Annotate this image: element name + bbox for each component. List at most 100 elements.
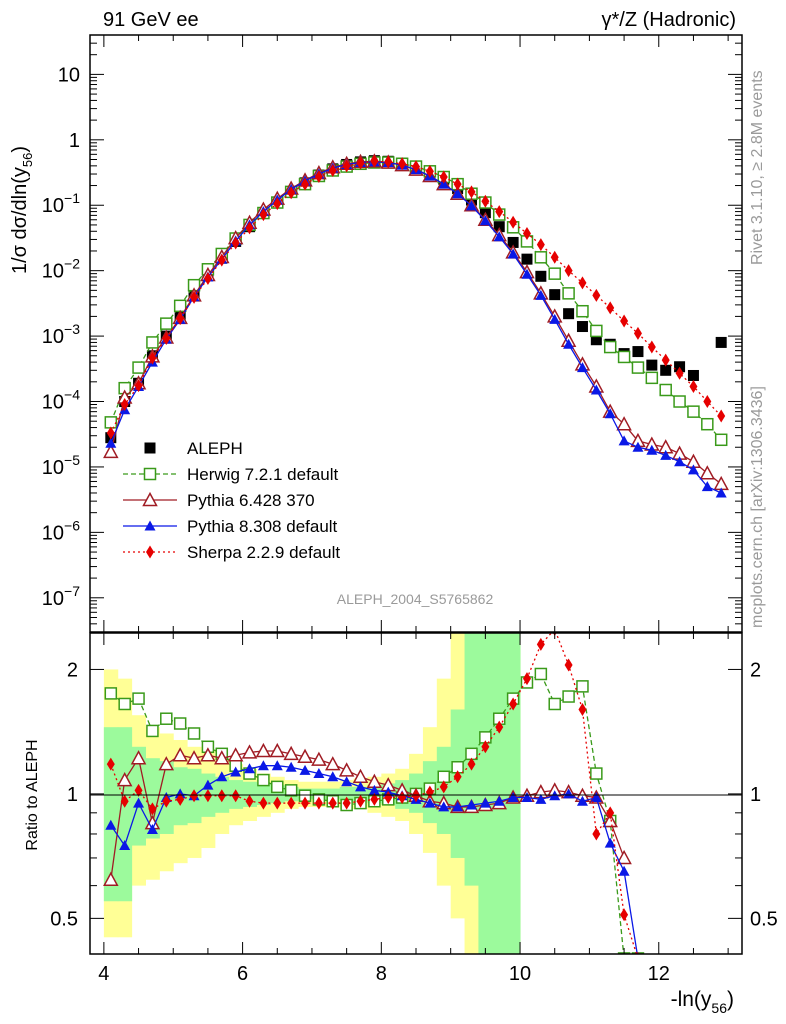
main-point-pythia8 [535,289,547,300]
main-point-sherpa [384,155,393,169]
ratio-point-sherpa [328,796,337,810]
ratio-point-sherpa [398,791,407,805]
main-point-sherpa [564,264,573,278]
main-point-sherpa [481,194,490,208]
main-point-data [632,346,644,358]
main-point-data [576,321,588,333]
main-point-herwig [534,251,548,264]
main-point-sherpa [231,236,240,250]
ratio-point-sherpa [439,780,448,794]
main-point-sherpa [578,276,587,290]
ratio-point-pythia8 [299,764,311,775]
ratio-point-sherpa [412,789,420,803]
main-y-tick-label: 10 [58,64,80,86]
x-label-main: -ln(y [671,988,712,1011]
ratio-point-sherpa [245,794,254,808]
legend-marker-pythia6 [142,491,158,507]
ratio-point-pythia6 [103,871,119,886]
main-y-label-close: ) [9,146,31,153]
tick-base: 10 [42,195,64,217]
main-point-herwig [673,395,686,408]
ratio-y-tick-label: 2 [67,659,78,681]
ratio-point-pythia6 [172,747,188,762]
ratio-point-pythia8 [313,768,325,779]
main-line-sherpa [110,160,722,434]
ratio-point-sherpa [384,791,393,805]
ratio-point-sherpa [120,794,129,808]
main-point-sherpa [314,169,323,183]
legend-marker-sherpa [146,545,154,559]
tick-base: 10 [42,392,64,414]
ratio-point-sherpa [509,697,518,711]
rivet-version-label: Rivet 3.1.10, ≥ 2.8M events [749,70,766,265]
ratio-band-inner [492,633,507,954]
ratio-point-pythia6 [338,762,355,777]
main-point-herwig [603,340,617,354]
ratio-point-herwig [271,780,284,794]
main-point-sherpa [592,288,601,302]
tick-base: 1 [69,130,80,152]
ratio-point-pythia6 [227,747,244,762]
legend-marker-herwig [143,467,157,481]
main-point-sherpa [398,157,407,171]
legend-label-sherpa: Sherpa 2.2.9 default [187,543,340,562]
ratio-point-pythia8 [438,801,450,812]
main-point-data [507,236,519,248]
main-point-pythia8 [576,362,588,373]
main-point-herwig [701,417,714,431]
main-point-data [687,369,699,381]
ratio-point-sherpa [592,827,601,841]
ratio-point-pythia6 [311,751,327,766]
ratio-point-pythia6 [255,742,272,758]
main-point-herwig [104,416,118,429]
ratio-point-herwig [257,773,270,787]
ratio-point-pythia6 [158,756,175,771]
main-point-herwig [659,383,672,397]
main-point-sherpa [550,250,559,264]
ratio-point-sherpa [134,783,143,797]
ratio-point-sherpa [495,720,504,734]
main-point-sherpa [148,351,157,365]
ratio-point-pythia8 [507,792,519,803]
ratio-point-pythia8 [285,761,297,772]
main-y-tick-label: 10−6 [42,517,80,544]
ratio-point-sherpa [564,658,573,672]
tick-base: 10 [42,457,64,479]
ratio-point-herwig [104,687,118,700]
ratio-point-pythia6 [214,750,230,765]
main-point-data [715,336,727,348]
ratio-point-sherpa [453,770,462,784]
main-point-pythia8 [590,384,602,395]
ratio-point-herwig [284,784,298,797]
main-point-data [493,221,505,233]
main-y-tick-label: 10−7 [42,583,80,610]
ratio-point-pythia8 [493,795,505,806]
ratio-point-sherpa [203,789,212,803]
main-point-sherpa [356,156,365,170]
main-point-pythia8 [452,188,464,199]
main-point-pythia8 [563,338,575,349]
main-point-sherpa [370,154,379,168]
ratio-point-pythia6 [297,748,313,763]
ratio-point-pythia8 [355,781,367,792]
ratio-band-inner [256,783,271,806]
ratio-series [103,633,645,954]
main-line-herwig [110,161,722,441]
tick-exponent: −4 [64,387,80,403]
main-point-sherpa [536,238,545,252]
ratio-point-herwig [146,724,159,738]
ratio-band-inner [450,709,466,858]
main-point-sherpa [509,215,518,229]
ratio-point-herwig [548,697,561,711]
tick-exponent: −1 [64,190,80,206]
main-point-sherpa [633,326,642,340]
main-point-pythia6 [616,416,632,431]
ratio-point-sherpa [301,796,310,810]
tick-exponent: −7 [64,583,80,599]
main-point-sherpa [467,185,476,199]
main-y-tick-label: 10−4 [42,387,80,414]
main-point-pythia6 [103,443,119,459]
x-label-close: ) [727,988,734,1011]
ratio-y-tick-label: 0.5 [50,908,78,930]
main-point-sherpa [412,160,420,174]
